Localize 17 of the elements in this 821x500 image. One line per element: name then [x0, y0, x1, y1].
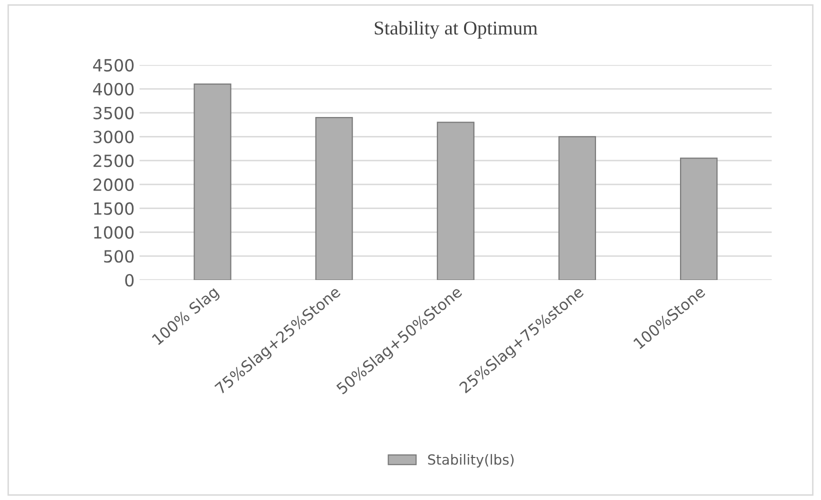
- legend-label: Stability(lbs): [428, 454, 514, 468]
- y-tick-label: 2500: [94, 154, 134, 168]
- bar: [436, 122, 474, 280]
- bar: [194, 84, 232, 280]
- bar: [558, 136, 596, 280]
- y-tick-label: 500: [104, 250, 134, 263]
- bar: [315, 117, 353, 280]
- y-tick-label: 2000: [94, 178, 134, 192]
- bar: [680, 158, 718, 280]
- y-tick-label: 4000: [93, 82, 134, 96]
- y-tick-label: 3000: [94, 130, 134, 144]
- chart-title: Stability at Optimum: [374, 20, 538, 39]
- y-tick-label: 0: [125, 274, 134, 287]
- y-tick-label: 1500: [94, 202, 134, 215]
- y-tick-label: 3500: [94, 106, 134, 120]
- y-tick-label: 4500: [93, 58, 134, 72]
- y-tick-label: 1000: [94, 226, 134, 239]
